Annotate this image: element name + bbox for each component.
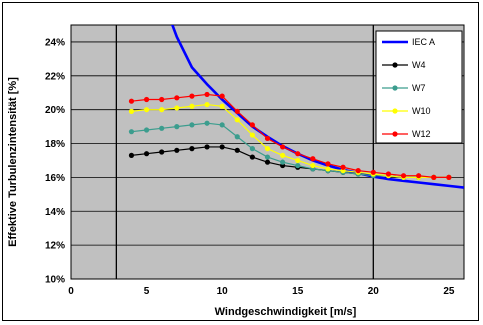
data-point-w7 — [204, 120, 210, 126]
data-point-w12 — [310, 156, 316, 162]
x-tick-label: 10 — [217, 286, 229, 297]
series-group — [128, 25, 464, 189]
data-point-w7 — [189, 122, 195, 128]
data-point-w10 — [310, 162, 316, 169]
data-point-w4 — [264, 159, 271, 165]
legend-label: W4 — [412, 60, 426, 70]
data-point-w7 — [295, 162, 301, 169]
data-point-w7 — [249, 146, 255, 152]
data-point-w12 — [446, 174, 452, 180]
data-point-w4 — [159, 149, 165, 155]
x-tick-label: 5 — [144, 286, 150, 297]
data-point-w4 — [128, 152, 135, 158]
y-axis-label: Effektive Turbulenzintensität [%] — [7, 77, 19, 247]
data-point-w10 — [325, 166, 331, 172]
series-line-w10 — [131, 103, 449, 178]
data-point-w12 — [416, 173, 422, 179]
legend-marker — [392, 131, 398, 137]
data-point-w12 — [370, 169, 376, 175]
data-point-w4 — [234, 147, 240, 153]
data-point-w10 — [280, 152, 286, 158]
y-tick-label: 20% — [45, 105, 65, 116]
data-point-w7 — [280, 159, 286, 165]
x-tick-label: 15 — [292, 286, 304, 297]
data-point-w12 — [264, 135, 271, 142]
data-point-w7 — [174, 124, 180, 130]
data-point-w12 — [128, 98, 135, 104]
legend-box — [375, 30, 463, 144]
data-point-w12 — [204, 91, 210, 98]
vertical-markers — [115, 25, 374, 279]
data-point-w12 — [159, 96, 165, 103]
data-point-w12 — [143, 96, 150, 103]
legend-label: W7 — [412, 83, 426, 93]
legend-marker — [392, 62, 398, 68]
data-point-w12 — [340, 164, 346, 170]
data-point-w7 — [128, 129, 135, 135]
x-tick-label: 0 — [68, 286, 74, 297]
data-point-w10 — [143, 107, 150, 113]
data-point-w10 — [264, 146, 271, 152]
data-point-w7 — [143, 127, 150, 133]
data-point-w10 — [249, 132, 255, 138]
data-point-w10 — [174, 105, 180, 111]
data-point-w12 — [385, 171, 392, 177]
data-point-w12 — [295, 151, 301, 157]
data-point-w4 — [143, 151, 150, 157]
data-point-w10 — [219, 103, 225, 109]
data-point-w4 — [174, 147, 180, 153]
data-point-w7 — [234, 134, 240, 140]
legend-label: IEC A — [412, 37, 435, 47]
y-tick-label: 12% — [45, 241, 65, 252]
data-point-w7 — [159, 125, 165, 131]
data-point-w12 — [189, 93, 195, 99]
data-point-w12 — [400, 173, 407, 179]
legend-label: W10 — [412, 106, 431, 116]
data-point-w10 — [159, 107, 165, 113]
data-point-w10 — [189, 103, 195, 109]
data-point-w7 — [264, 154, 271, 160]
y-tick-label: 18% — [45, 139, 65, 150]
tick-labels: 10% 12% 14% 16% 18% 20% 22% 24% 0 5 10 15 20 25 — [45, 37, 455, 297]
data-point-w4 — [249, 154, 255, 160]
data-point-w10 — [295, 157, 301, 164]
data-point-w12 — [219, 93, 225, 99]
data-point-w12 — [174, 95, 180, 101]
legend-marker — [392, 85, 398, 91]
legend-marker — [392, 108, 398, 114]
data-point-w10 — [204, 101, 210, 108]
data-point-w10 — [234, 117, 240, 123]
y-tick-label: 14% — [45, 207, 65, 218]
y-tick-label: 10% — [45, 275, 65, 286]
data-point-w12 — [249, 122, 255, 128]
series-line-w12 — [131, 93, 449, 178]
y-tick-label: 16% — [45, 173, 65, 184]
data-point-w12 — [355, 168, 361, 174]
data-point-w12 — [234, 108, 240, 114]
data-point-w12 — [325, 161, 331, 167]
data-point-w12 — [280, 144, 286, 150]
data-point-w7 — [219, 122, 225, 128]
data-point-w4 — [189, 146, 195, 152]
x-tick-label: 25 — [443, 286, 455, 297]
data-point-w12 — [431, 174, 437, 180]
y-tick-label: 24% — [45, 37, 65, 48]
x-tick-label: 20 — [368, 286, 380, 297]
legend: IEC A W4 W7 W10 W12 — [375, 30, 463, 144]
data-point-w4 — [204, 144, 210, 150]
x-axis-label: Windgeschwindigkeit [m/s] — [215, 306, 357, 318]
data-point-w4 — [219, 144, 225, 150]
y-tick-label: 22% — [45, 71, 65, 82]
data-point-w10 — [128, 108, 135, 114]
legend-label: W12 — [412, 129, 431, 139]
